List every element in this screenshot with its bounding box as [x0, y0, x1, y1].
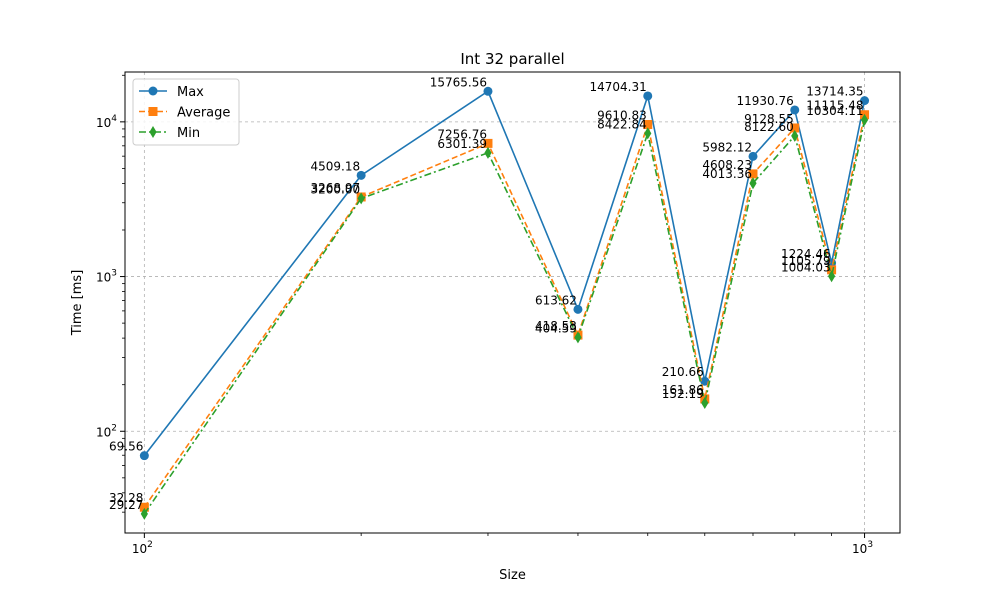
x-axis-title: Size	[499, 568, 526, 583]
data-point	[790, 105, 800, 115]
data-label: 10304.11	[806, 104, 863, 118]
series-line	[143, 90, 866, 457]
y-axis-title: Time [ms]	[70, 270, 85, 337]
data-point	[357, 192, 365, 205]
data-point	[643, 91, 653, 101]
data-point	[140, 507, 148, 520]
x-tick-label: 103	[852, 540, 873, 556]
data-label: 11115.48	[806, 99, 863, 113]
data-label: 9128.55	[744, 112, 794, 126]
data-point	[827, 265, 837, 275]
data-point	[483, 86, 493, 96]
data-label: 418.53	[535, 319, 577, 333]
data-label: 8422.84	[597, 117, 647, 131]
data-point	[484, 146, 492, 159]
data-label: 4608.23	[702, 158, 752, 172]
data-label: 161.86	[662, 383, 704, 397]
data-label: 7256.76	[437, 127, 487, 141]
legend-marker	[148, 107, 158, 116]
data-point	[748, 169, 758, 179]
data-label: 1105.79	[781, 254, 831, 268]
data-label: 4013.36	[702, 167, 752, 181]
plot-frame	[124, 71, 901, 534]
data-label: 4509.18	[311, 159, 361, 173]
data-point	[860, 96, 870, 106]
data-label: 210.66	[662, 365, 704, 379]
data-label: 29.27	[109, 498, 143, 512]
data-label: 3200.00	[311, 182, 361, 196]
data-point	[573, 304, 583, 314]
data-point	[827, 270, 836, 283]
data-label: 6301.39	[437, 137, 487, 151]
x-tick-label: 102	[132, 540, 153, 556]
data-point	[574, 331, 582, 344]
chart-title: Int 32 parallel	[460, 50, 564, 68]
data-label: 14704.31	[589, 80, 646, 94]
data-label: 8122.60	[744, 120, 794, 134]
data-label: 1004.03	[781, 260, 831, 274]
legend-marker	[148, 86, 158, 96]
data-point	[356, 170, 366, 180]
data-point	[790, 123, 800, 133]
y-tick-label: 103	[96, 269, 117, 285]
data-label: 13714.35	[806, 85, 863, 99]
series-max	[139, 86, 870, 461]
legend: Max Average Min	[132, 78, 240, 146]
data-label: 152.19	[662, 387, 704, 401]
data-point	[643, 120, 653, 130]
data-label: 613.62	[535, 293, 577, 307]
data-point	[791, 129, 799, 142]
data-point	[748, 151, 758, 161]
series-min	[140, 113, 869, 520]
legend-marker	[149, 126, 157, 138]
series-line	[143, 119, 866, 515]
data-point	[139, 451, 149, 461]
data-point	[701, 397, 709, 410]
data-point	[139, 502, 149, 512]
data-label: 5982.12	[702, 140, 752, 154]
data-label: 32.28	[109, 491, 143, 505]
legend-entry: Average	[177, 106, 230, 121]
data-label: 69.56	[109, 440, 143, 454]
data-label: 11930.76	[736, 94, 793, 108]
legend-box	[132, 78, 240, 146]
legend-entry: Max	[177, 85, 204, 100]
series-layer	[139, 86, 870, 520]
data-point	[700, 376, 710, 386]
data-point	[483, 138, 493, 148]
series-average	[139, 110, 870, 512]
legend-entry: Min	[177, 126, 200, 141]
axes: 102 103 102 103 104	[96, 74, 873, 556]
data-point	[644, 127, 652, 140]
data-label: 404.59	[535, 321, 577, 335]
series-line	[143, 114, 866, 508]
data-label: 9610.83	[597, 109, 647, 123]
data-point	[860, 113, 869, 126]
data-labels: 69.56 4509.18 15765.56 613.62 14704.31 210.66…	[109, 75, 864, 512]
y-tick-label: 104	[96, 114, 117, 130]
y-tick-label: 102	[96, 423, 117, 439]
data-label: 1224.46	[781, 247, 831, 261]
data-point	[749, 177, 757, 190]
data-label: 3268.97	[311, 181, 361, 195]
data-label: 15765.56	[430, 75, 487, 89]
